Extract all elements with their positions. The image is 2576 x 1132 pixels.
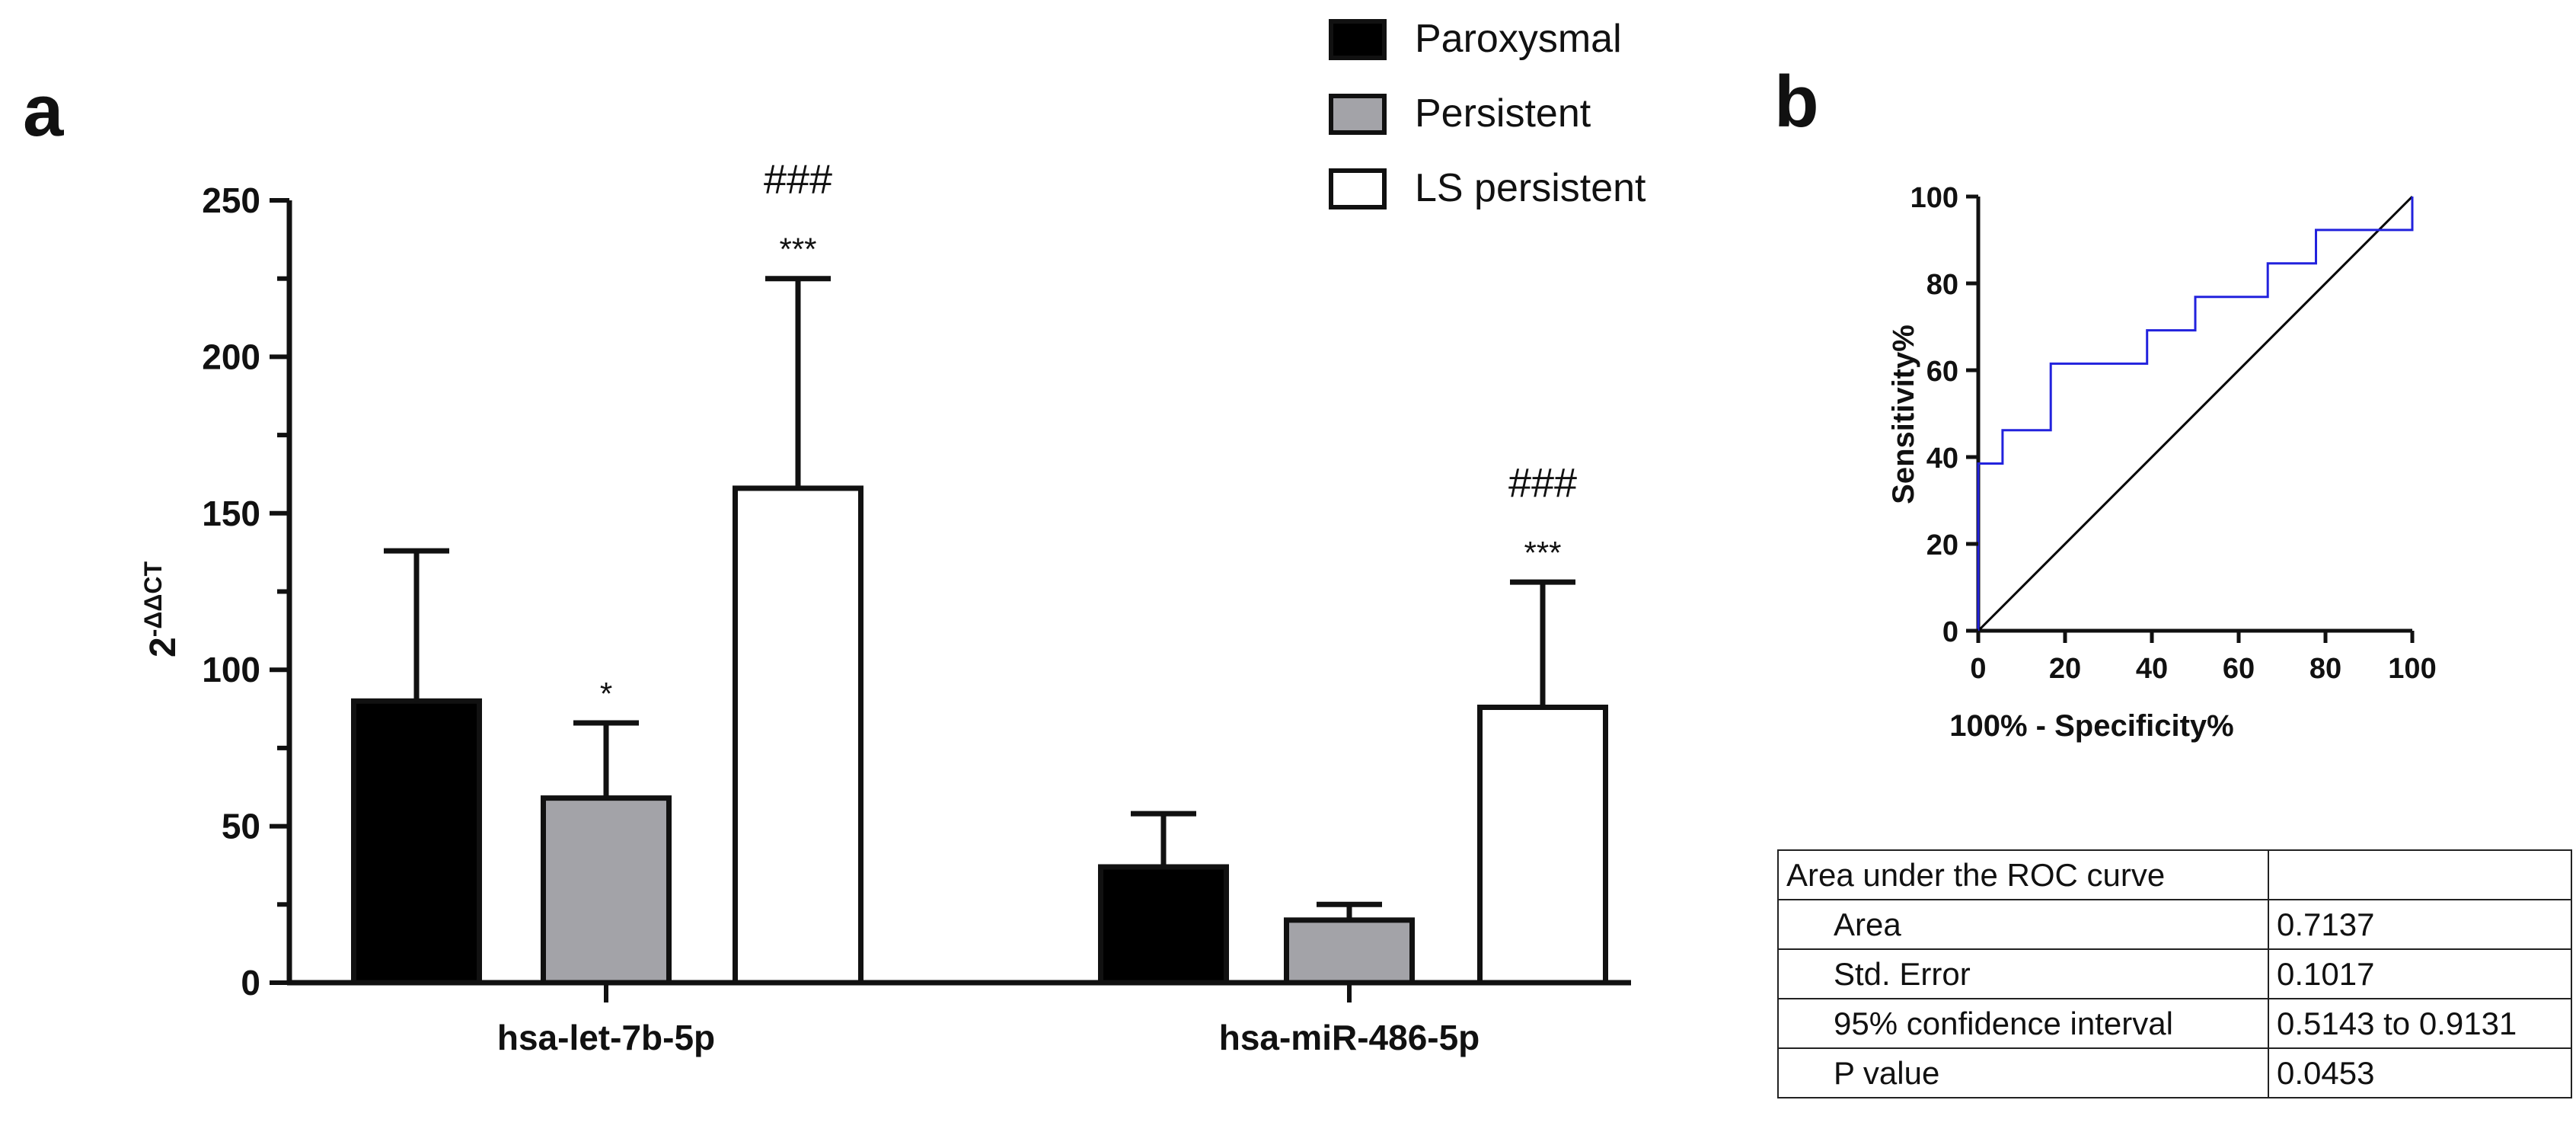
roc-curve — [1977, 197, 2414, 631]
roc-table-label: P value — [1777, 1047, 2269, 1098]
roc-y-tick-label: 0 — [1942, 616, 1958, 648]
roc-table-header: Area under the ROC curve — [1777, 849, 2269, 900]
x-tick-label: hsa-let-7b-5p — [497, 1018, 715, 1057]
roc-table-value: 0.7137 — [2268, 899, 2572, 950]
roc-table-header-value — [2268, 849, 2572, 900]
roc-y-tick-label: 100 — [1910, 182, 1958, 214]
roc-x-tick-label: 20 — [2049, 653, 2081, 685]
roc-table-row: P value 0.0453 — [1777, 1047, 2572, 1098]
roc-table-value: 0.1017 — [2268, 948, 2572, 999]
roc-table-label: 95% confidence interval — [1777, 998, 2269, 1049]
bar — [351, 698, 482, 986]
roc-x-tick-label: 80 — [2309, 653, 2341, 685]
roc-reference-line — [1977, 195, 2414, 632]
y-axis-label: 2-ΔΔCT — [139, 561, 184, 657]
legend-label: Paroxysmal — [1415, 17, 1622, 61]
roc-x-tick-label: 40 — [2136, 653, 2168, 685]
roc-table-row: 95% confidence interval 0.5143 to 0.9131 — [1777, 998, 2572, 1049]
y-tick-label: 0 — [241, 963, 260, 1002]
roc-table-row: Std. Error 0.1017 — [1777, 948, 2572, 999]
panel-label-a: a — [23, 70, 64, 152]
significance-stars: * — [600, 676, 612, 711]
y-tick-label: 50 — [222, 807, 260, 846]
roc-y-tick-label: 60 — [1926, 356, 1958, 388]
roc-y-tick-label: 80 — [1926, 269, 1958, 301]
bar-chart-panel-a: * ### *** ### *** 0 50 100 150 200 250 hsa-let-7b… — [139, 17, 1646, 1057]
y-tick-label: 250 — [202, 181, 260, 220]
y-axis-label-superscript: -ΔΔCT — [139, 561, 167, 638]
bar — [1284, 917, 1415, 986]
legend-swatch — [1329, 19, 1387, 60]
bar — [541, 795, 672, 986]
bar — [1098, 864, 1229, 986]
y-tick-label: 150 — [202, 494, 260, 533]
x-tick-label: hsa-miR-486-5p — [1219, 1018, 1480, 1057]
y-axis-label-base: 2 — [143, 637, 184, 657]
roc-summary-table: Area under the ROC curve Area 0.7137 Std… — [1777, 849, 2572, 1098]
y-axis-label-roc: Sensitivity% — [1887, 325, 1920, 504]
roc-chart-panel-b: 0 20 40 60 80 100 0 20 40 60 80 100 100% - Specific… — [1887, 182, 2437, 743]
bar — [1477, 704, 1608, 986]
legend-swatch — [1329, 168, 1387, 209]
panel-label-b: b — [1774, 61, 1819, 142]
significance-hash: ### — [764, 157, 832, 203]
y-tick-label: 200 — [202, 337, 260, 376]
significance-stars: *** — [779, 232, 816, 267]
roc-x-tick-label: 100 — [2388, 653, 2436, 685]
bar — [733, 485, 863, 986]
roc-table-label: Std. Error — [1777, 948, 2269, 999]
legend-swatch — [1329, 94, 1387, 135]
significance-hash: ### — [1508, 460, 1577, 506]
roc-table-label: Area — [1777, 899, 2269, 950]
y-tick-label: 100 — [202, 650, 260, 689]
roc-x-tick-label: 60 — [2223, 653, 2255, 685]
legend-label: Persistent — [1415, 91, 1591, 136]
legend-label: LS persistent — [1415, 166, 1646, 210]
x-axis-label: 100% - Specificity% — [1949, 709, 2234, 743]
roc-table-row: Area 0.7137 — [1777, 899, 2572, 950]
roc-y-tick-label: 20 — [1926, 529, 1958, 561]
roc-y-tick-label: 40 — [1926, 443, 1958, 475]
significance-stars: *** — [1524, 535, 1561, 571]
roc-table-header-row: Area under the ROC curve — [1777, 849, 2572, 900]
roc-table-value: 0.0453 — [2268, 1047, 2572, 1098]
roc-x-tick-label: 0 — [1970, 653, 1986, 685]
legend: Paroxysmal Persistent LS persistent — [1329, 17, 1646, 210]
roc-table-value: 0.5143 to 0.9131 — [2268, 998, 2572, 1049]
